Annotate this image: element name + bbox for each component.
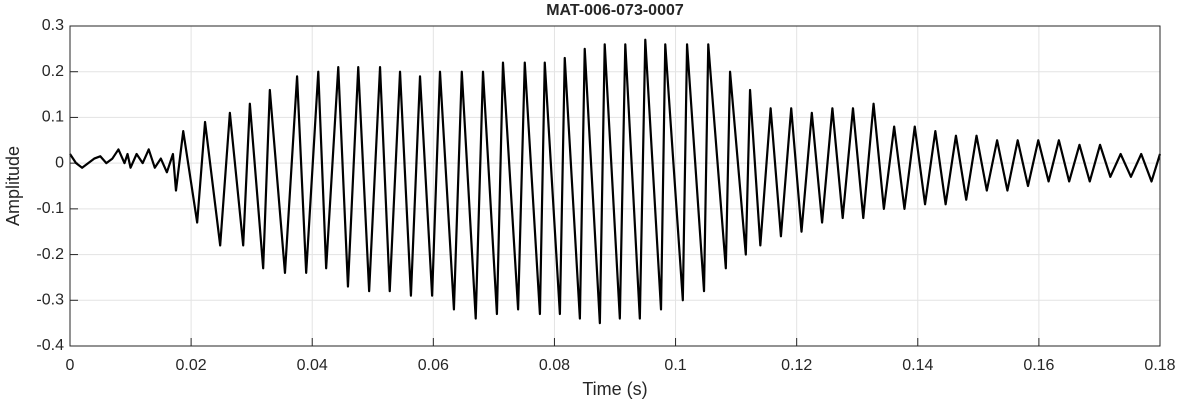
y-axis-label: Amplitude <box>3 146 23 226</box>
y-tick-label: 0.1 <box>42 109 64 126</box>
x-tick-label: 0.12 <box>781 357 812 374</box>
x-axis-label: Time (s) <box>582 379 647 399</box>
y-tick-label: 0.2 <box>42 63 64 80</box>
x-tick-label: 0.14 <box>902 357 933 374</box>
plot-area <box>70 26 1160 346</box>
y-tick-label: -0.1 <box>36 200 64 217</box>
y-tick-label: -0.4 <box>36 337 64 354</box>
x-tick-label: 0.1 <box>664 357 686 374</box>
x-tick-label: 0.08 <box>539 357 570 374</box>
x-tick-label: 0.18 <box>1144 357 1175 374</box>
x-tick-label: 0.04 <box>297 357 328 374</box>
y-tick-label: -0.3 <box>36 292 64 309</box>
y-tick-label: 0.3 <box>42 17 64 34</box>
x-tick-label: 0.06 <box>418 357 449 374</box>
x-tick-label: 0.02 <box>176 357 207 374</box>
x-tick-label: 0.16 <box>1023 357 1054 374</box>
waveform-line <box>69 38 1162 325</box>
y-tick-label: -0.2 <box>36 246 64 263</box>
tick-labels: 0 0.02 0.04 0.06 0.08 0.1 0.12 0.14 0.16 0.18 -0.4… <box>36 17 1175 374</box>
axes-box <box>69 25 1161 347</box>
y-tick-label: 0 <box>55 154 64 171</box>
x-tick-label: 0 <box>66 357 75 374</box>
data-layer <box>69 38 1162 325</box>
chart-title: MAT-006-073-0007 <box>546 2 684 19</box>
